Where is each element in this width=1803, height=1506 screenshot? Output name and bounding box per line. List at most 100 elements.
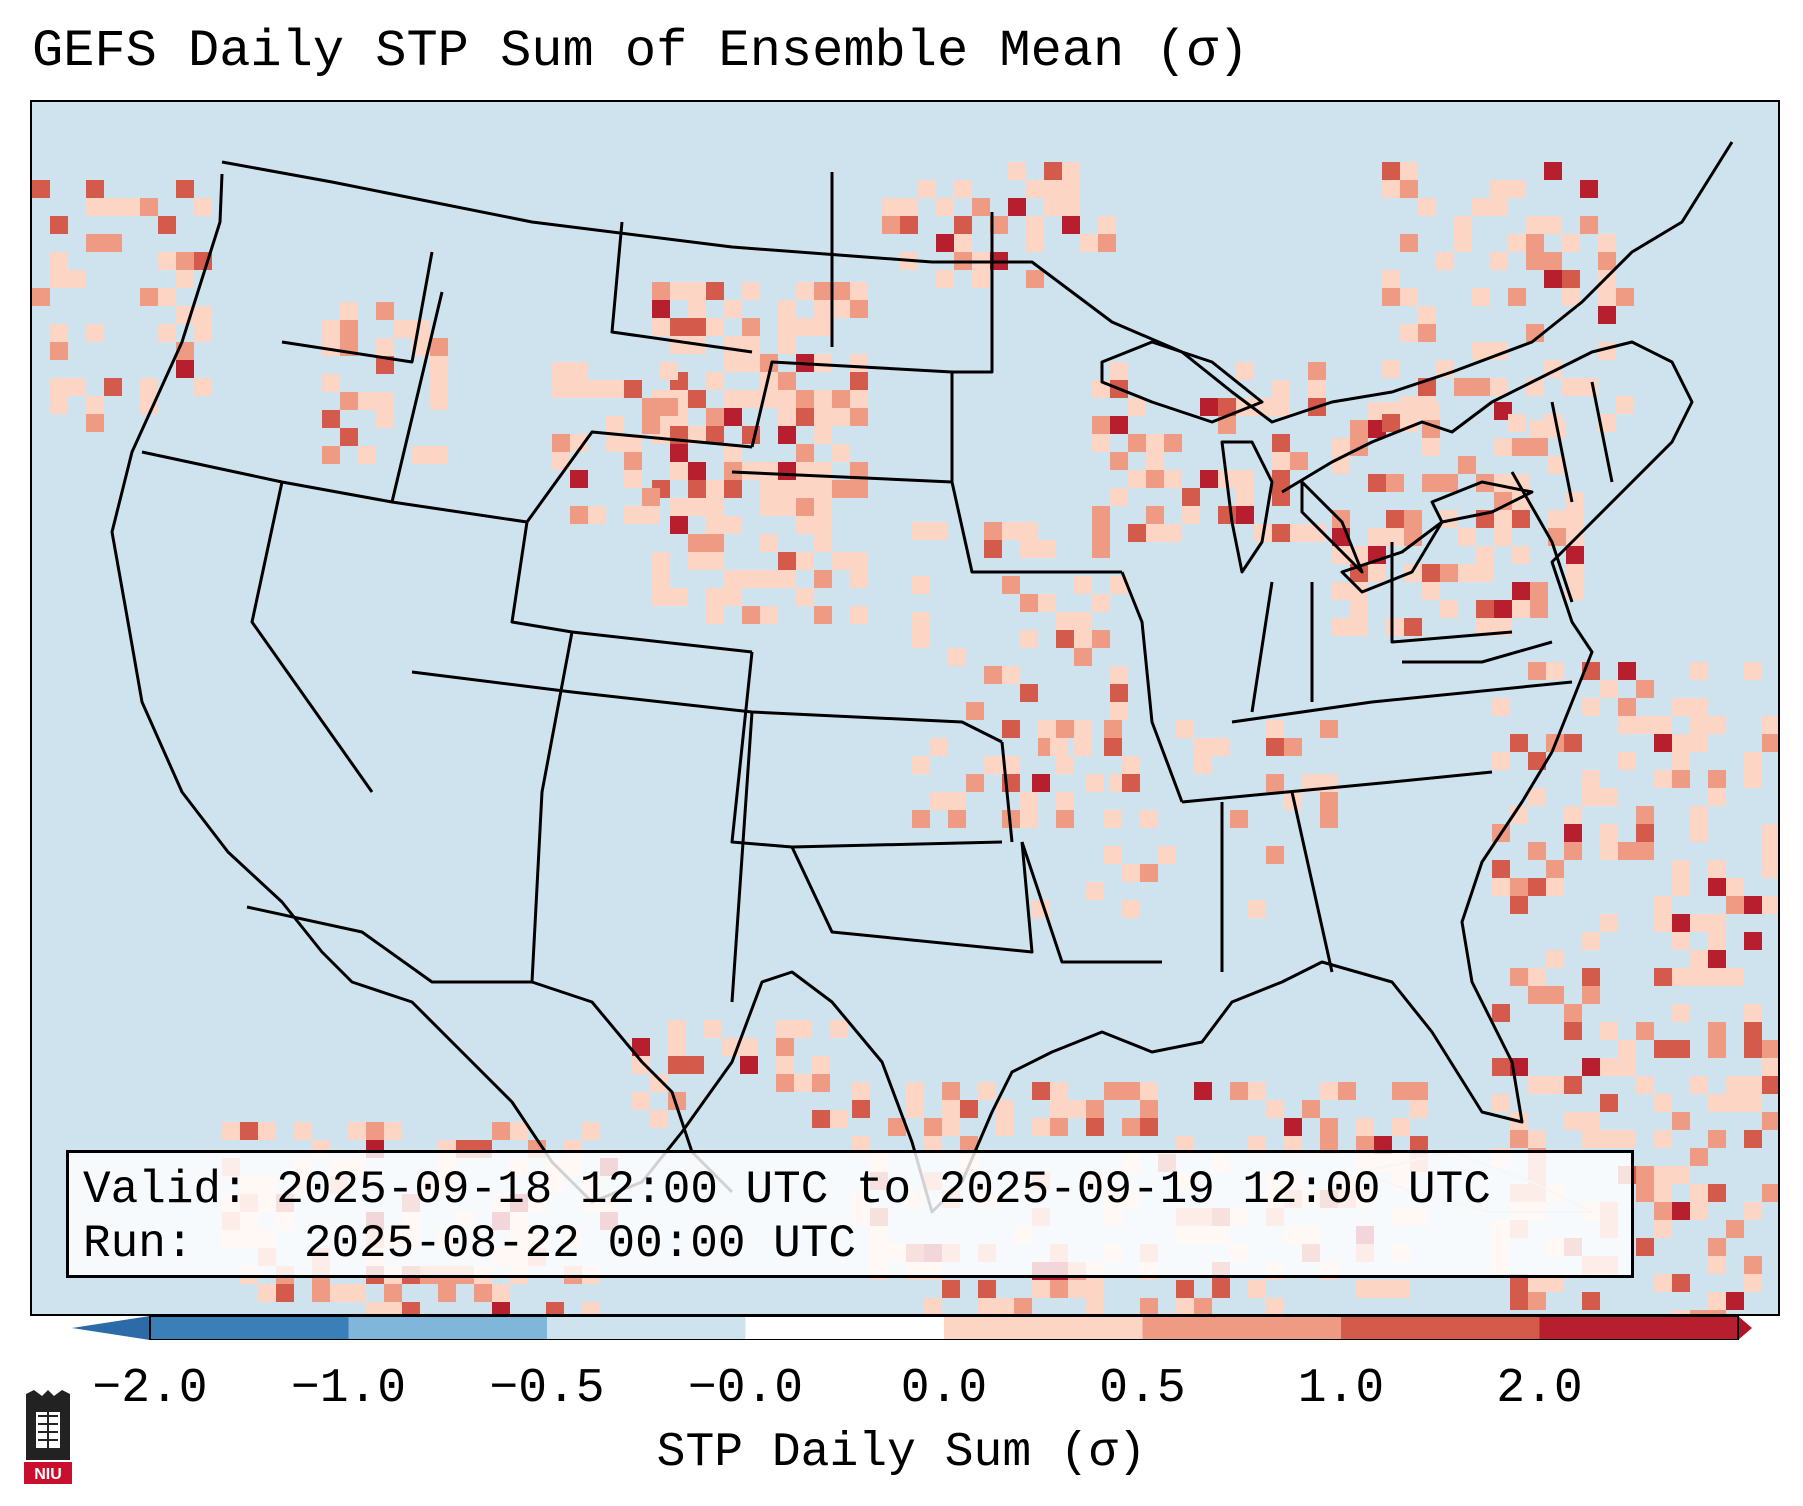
anomaly-cell: [688, 426, 706, 444]
anomaly-cell: [1744, 1256, 1762, 1274]
anomaly-cell: [1086, 774, 1104, 792]
anomaly-cell: [412, 446, 430, 464]
anomaly-cell: [122, 198, 140, 216]
anomaly-cell: [1510, 806, 1528, 824]
anomaly-cell: [668, 1020, 686, 1038]
anomaly-cell: [1528, 1130, 1546, 1148]
anomaly-cell: [1158, 846, 1176, 864]
anomaly-cell: [158, 216, 176, 234]
anomaly-cell: [1110, 362, 1128, 380]
anomaly-cell: [50, 396, 68, 414]
anomaly-cell: [996, 1100, 1014, 1118]
colorbar-segment: [547, 1316, 746, 1340]
anomaly-cell: [1032, 774, 1050, 792]
anomaly-cell: [1092, 630, 1110, 648]
run-value: 2025-08-22 00:00 UTC: [303, 1218, 856, 1270]
anomaly-cell: [1510, 968, 1528, 986]
anomaly-cell: [912, 756, 930, 774]
anomaly-cell: [1726, 1094, 1744, 1112]
anomaly-cell: [1762, 1184, 1778, 1202]
anomaly-cell: [1690, 716, 1708, 734]
anomaly-cell: [796, 318, 814, 336]
anomaly-cell: [814, 498, 832, 516]
anomaly-cell: [832, 480, 850, 498]
coastline-and-borders: [110, 141, 1734, 1214]
anomaly-cell: [358, 446, 376, 464]
anomaly-cell: [430, 392, 448, 410]
anomaly-cell: [1104, 846, 1122, 864]
anomaly-cell: [1744, 896, 1762, 914]
anomaly-cell: [394, 320, 412, 338]
anomaly-cell: [1074, 612, 1092, 630]
anomaly-cell: [1708, 1256, 1726, 1274]
anomaly-cell: [814, 282, 832, 300]
anomaly-cell: [1708, 1130, 1726, 1148]
anomaly-cell: [1762, 734, 1778, 752]
anomaly-cell: [1386, 618, 1404, 636]
anomaly-cell: [1182, 488, 1200, 506]
anomaly-cell: [624, 470, 642, 488]
anomaly-cell: [582, 1302, 600, 1314]
anomaly-cell: [1020, 540, 1038, 558]
anomaly-cell: [1636, 842, 1654, 860]
anomaly-cell: [1122, 1118, 1140, 1136]
niu-logo: NIU: [24, 1390, 72, 1484]
anomaly-cell: [850, 480, 868, 498]
anomaly-cell: [552, 434, 570, 452]
anomaly-cell: [1510, 734, 1528, 752]
anomaly-cell: [1020, 684, 1038, 702]
anomaly-cell: [158, 288, 176, 306]
anomaly-cell: [1564, 842, 1582, 860]
anomaly-cell: [900, 198, 918, 216]
colorbar-tick-label: −1.0: [290, 1362, 407, 1416]
anomaly-cell: [778, 336, 796, 354]
anomaly-cell: [1492, 878, 1510, 896]
anomaly-cell: [1392, 1280, 1410, 1298]
anomaly-cell: [778, 570, 796, 588]
anomaly-cell: [1508, 180, 1526, 198]
anomaly-cell: [742, 606, 760, 624]
anomaly-cell: [1368, 528, 1386, 546]
map-title: GEFS Daily STP Sum of Ensemble Mean (σ): [32, 22, 1249, 81]
anomaly-cell: [660, 362, 678, 380]
anomaly-cell: [978, 1082, 996, 1100]
anomaly-cell: [1654, 1040, 1672, 1058]
anomaly-cell: [1248, 900, 1266, 918]
anomaly-cell: [1068, 1100, 1086, 1118]
anomaly-cell: [1546, 860, 1564, 878]
anomaly-cell: [830, 1110, 848, 1128]
anomaly-cell: [1074, 576, 1092, 594]
anomaly-cell: [1062, 180, 1080, 198]
anomaly-cell: [706, 516, 724, 534]
anomaly-cell: [1492, 1058, 1510, 1076]
anomaly-cell: [570, 434, 588, 452]
anomaly-cell: [912, 612, 930, 630]
anomaly-cell: [670, 282, 688, 300]
anomaly-cell: [942, 1082, 960, 1100]
anomaly-cell: [624, 452, 642, 470]
colorbar-segment: [1142, 1316, 1342, 1340]
anomaly-cell: [912, 576, 930, 594]
anomaly-cell: [1600, 1094, 1618, 1112]
anomaly-cell: [1332, 582, 1350, 600]
anomaly-cell: [50, 252, 68, 270]
anomaly-cell: [1494, 438, 1512, 456]
anomaly-cell: [86, 396, 104, 414]
anomaly-cell: [376, 302, 394, 320]
anomaly-cell: [942, 1100, 960, 1118]
anomaly-cell: [1600, 680, 1618, 698]
anomaly-cell: [778, 426, 796, 444]
anomaly-cell: [1636, 824, 1654, 842]
anomaly-cell: [954, 216, 972, 234]
anomaly-cell: [796, 588, 814, 606]
anomaly-cell: [1566, 564, 1584, 582]
anomaly-cell: [814, 354, 832, 372]
anomaly-cell: [670, 498, 688, 516]
anomaly-cell: [50, 216, 68, 234]
anomaly-cell: [1744, 1130, 1762, 1148]
anomaly-cell: [832, 300, 850, 318]
anomaly-cell: [1582, 1292, 1600, 1310]
anomaly-cell: [1056, 612, 1074, 630]
anomaly-cell: [1454, 234, 1472, 252]
anomaly-cell: [1564, 806, 1582, 824]
